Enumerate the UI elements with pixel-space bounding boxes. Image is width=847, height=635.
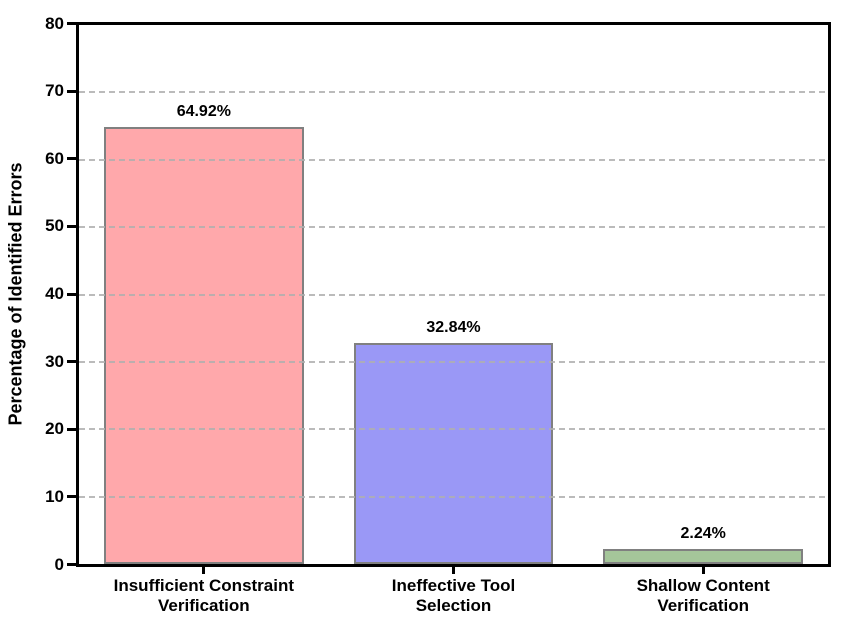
y-tick-30 [67,360,76,364]
y-tick-20 [67,427,76,431]
plot-area: 64.92% 32.84% 2.24% [76,22,831,567]
x-tick-3 [701,567,705,574]
y-tick-60 [67,157,76,161]
y-tick-50 [67,224,76,228]
y-tick-10 [67,495,76,499]
y-tick-label-30: 30 [45,351,64,371]
bar-value-label-1: 64.92% [176,102,231,120]
y-tick-label-70: 70 [45,81,64,101]
gridline-40 [79,293,828,296]
y-tick-70 [67,89,76,93]
x-category-label-2: Ineffective Tool Selection [391,576,516,616]
bar-2 [353,342,554,564]
gridline-20 [79,428,828,431]
x-category-label-3: Shallow Content Verification [636,576,770,616]
bar-value-label-2: 32.84% [426,318,481,336]
y-tick-label-40: 40 [45,284,64,303]
y-tick-40 [67,292,76,296]
y-tick-80 [67,22,76,25]
y-tick-label-20: 20 [45,419,64,439]
gridline-60 [79,158,828,161]
x-category-label-1: Insufficient Constraint Verification [113,576,295,616]
y-tick-label-50: 50 [45,216,64,236]
y-tick-label-10: 10 [45,486,64,506]
x-tick-1 [202,567,206,574]
gridline-10 [79,495,828,498]
y-tick-label-60: 60 [45,148,64,168]
x-tick-2 [452,567,455,574]
bar-value-label-3: 2.24% [680,524,726,542]
y-tick-label-0: 0 [54,554,64,574]
y-tick-label-80: 80 [45,13,64,33]
y-tick-0 [67,563,76,566]
bar-1 [103,126,304,564]
gridline-30 [79,360,828,363]
gridline-50 [79,226,828,229]
bar-3 [603,548,804,564]
gridline-70 [79,91,828,94]
